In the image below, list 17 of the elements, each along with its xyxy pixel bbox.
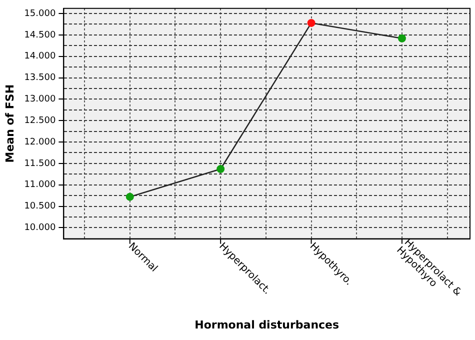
y-tick-label: 13.500	[24, 73, 56, 84]
y-axis-title: Mean of FSH	[3, 84, 16, 163]
y-tick-label: 15.000	[24, 8, 56, 19]
x-axis-title: Hormonal disturbances	[194, 318, 340, 332]
y-tick-label: 13.000	[24, 94, 56, 105]
y-tick-label: 11.000	[24, 180, 56, 190]
y-tick-label: 10.500	[24, 202, 56, 212]
y-tick-label: 11.500	[24, 158, 56, 169]
y-tick-label: 14.000	[24, 52, 56, 62]
point	[126, 192, 134, 201]
point	[398, 34, 406, 42]
point	[307, 18, 316, 27]
y-tick-label: 12.000	[24, 137, 56, 148]
y-tick-label: 10.000	[24, 223, 56, 234]
y-tick-label: 12.500	[24, 116, 56, 126]
point	[216, 164, 225, 173]
y-tick-label: 14.500	[24, 30, 56, 40]
